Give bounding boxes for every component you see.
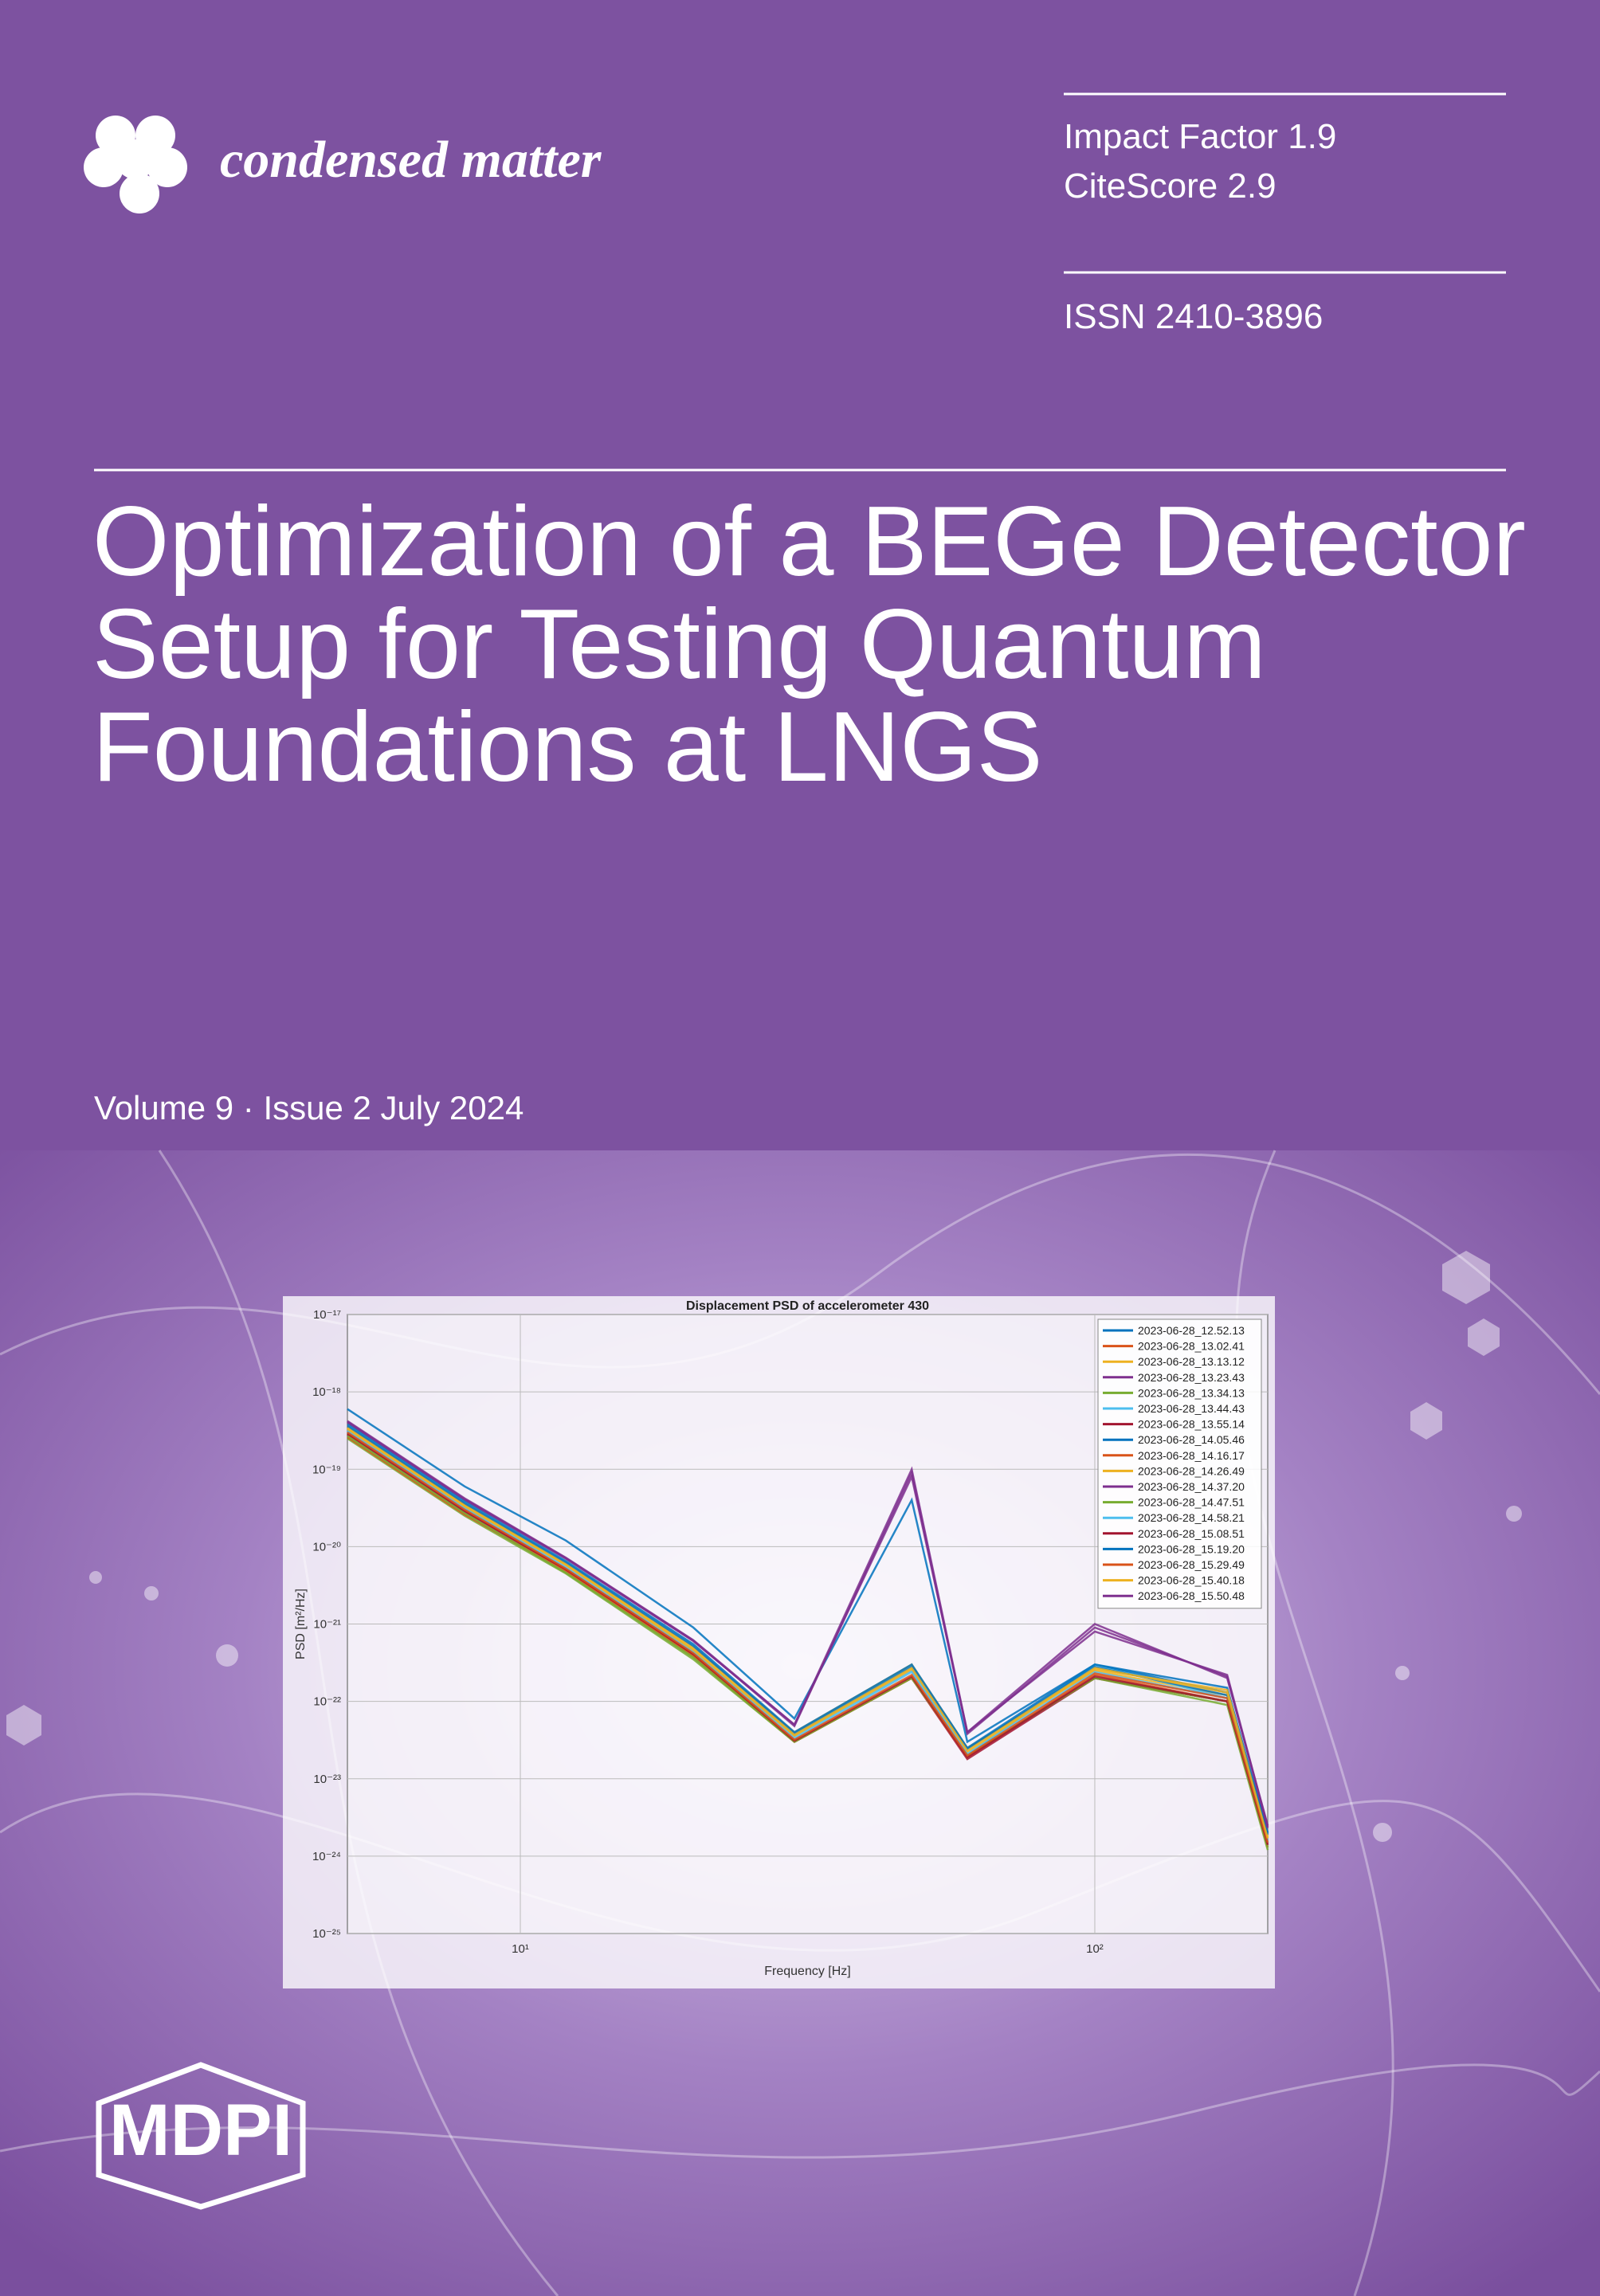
impact-factor: Impact Factor 1.9 [1064, 117, 1336, 156]
series-line [347, 1431, 1269, 1843]
legend-label: 2023-06-28_13.13.12 [1138, 1355, 1245, 1368]
legend-label: 2023-06-28_14.58.21 [1138, 1511, 1245, 1524]
legend-label: 2023-06-28_13.55.14 [1138, 1418, 1245, 1431]
publisher-name: MDPI [109, 2090, 292, 2171]
legend-label: 2023-06-28_15.08.51 [1138, 1527, 1245, 1540]
legend-label: 2023-06-28_13.23.43 [1138, 1371, 1245, 1384]
legend-label: 2023-06-28_14.26.49 [1138, 1464, 1245, 1477]
legend-label: 2023-06-28_14.37.20 [1138, 1480, 1245, 1493]
y-tick-label: 10⁻²⁵ [312, 1927, 341, 1941]
y-tick-label: 10⁻¹⁸ [312, 1385, 341, 1399]
legend-label: 2023-06-28_12.52.13 [1138, 1324, 1245, 1337]
legend-label: 2023-06-28_13.34.13 [1138, 1386, 1245, 1399]
y-tick-label: 10⁻²⁴ [312, 1850, 341, 1863]
y-tick-label: 10⁻²² [313, 1695, 341, 1709]
journal-name: condensed matter [220, 131, 602, 189]
y-axis-label: PSD [m²/Hz] [294, 1589, 308, 1659]
legend-label: 2023-06-28_15.19.20 [1138, 1542, 1245, 1555]
publisher-logo: MDPI [96, 2062, 306, 2210]
x-axis-label: Frequency [Hz] [764, 1965, 850, 1978]
series-line [347, 1420, 1269, 1829]
y-tick-label: 10⁻²³ [313, 1773, 341, 1786]
figure: 10⁻²⁵ 10⁻²⁴ 10⁻²³ 10⁻²² 10⁻²¹ 10⁻²⁰ 10⁻¹⁹ 10⁻¹⁸… [283, 1296, 1275, 1988]
y-tick-label: 10⁻²¹ [313, 1618, 341, 1632]
issn: ISSN 2410-3896 [1064, 297, 1323, 336]
article-title: Foundations at LNGS [92, 692, 1042, 802]
y-tick-label: 10⁻¹⁹ [312, 1463, 341, 1476]
header-background [0, 0, 1600, 1150]
issue-info: Volume 9 · Issue 2 July 2024 [94, 1089, 524, 1126]
article-title: Optimization of a BEGe Detector [92, 487, 1526, 597]
series-line [347, 1408, 1269, 1833]
legend-label: 2023-06-28_13.02.41 [1138, 1340, 1245, 1353]
legend-label: 2023-06-28_15.40.18 [1138, 1574, 1245, 1587]
series-line [347, 1427, 1269, 1839]
legend-label: 2023-06-28_14.05.46 [1138, 1433, 1245, 1446]
legend-label: 2023-06-28_15.29.49 [1138, 1558, 1245, 1571]
y-tick-label: 10⁻²⁰ [312, 1540, 341, 1554]
citescore: CiteScore 2.9 [1064, 167, 1276, 206]
x-tick-label: 10¹ [512, 1942, 529, 1956]
journal-logo [84, 116, 187, 214]
legend-label: 2023-06-28_14.47.51 [1138, 1496, 1245, 1509]
chart-title: Displacement PSD of accelerometer 430 [686, 1299, 929, 1313]
article-title: Setup for Testing Quantum [92, 590, 1266, 699]
x-tick-label: 10² [1086, 1942, 1104, 1956]
bokeh [6, 1251, 1522, 1842]
y-tick-label: 10⁻¹⁷ [313, 1308, 341, 1322]
legend-label: 2023-06-28_13.44.43 [1138, 1402, 1245, 1415]
legend-label: 2023-06-28_15.50.48 [1138, 1589, 1245, 1602]
legend-box [1097, 1318, 1262, 1609]
legend-label: 2023-06-28_14.16.17 [1138, 1449, 1245, 1462]
series-line [347, 1423, 1269, 1833]
